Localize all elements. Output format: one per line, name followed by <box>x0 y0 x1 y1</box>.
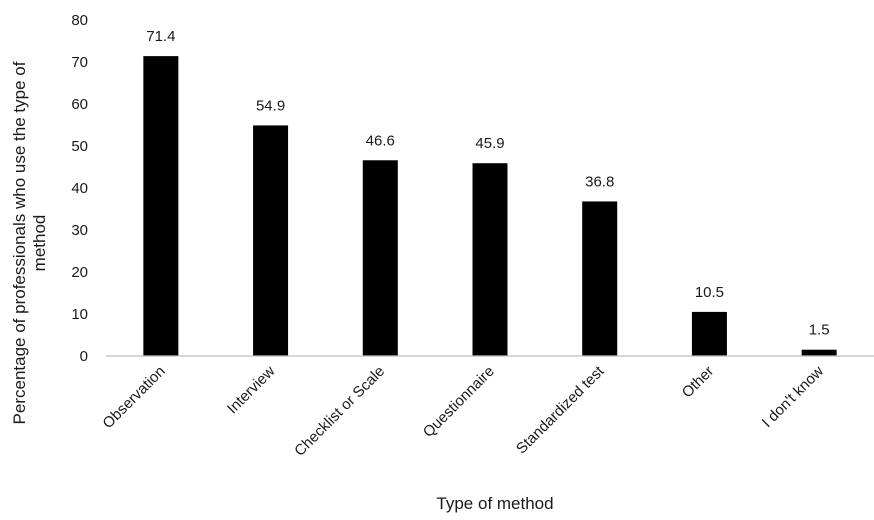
y-tick-label: 30 <box>71 222 88 239</box>
x-axis-category-labels: Observation Interview Checklist or Scale Qu… <box>99 362 827 459</box>
y-tick-label: 40 <box>71 180 88 197</box>
y-tick-label: 60 <box>71 96 88 113</box>
y-tick-label: 70 <box>71 54 88 71</box>
y-tick-label: 50 <box>71 138 88 155</box>
data-label: 45.9 <box>475 135 504 152</box>
data-label: 36.8 <box>585 173 614 190</box>
data-label: 1.5 <box>809 322 830 339</box>
x-tick-label: Standardized test <box>513 362 608 457</box>
data-label: 46.6 <box>366 132 395 149</box>
data-label: 10.5 <box>695 284 724 301</box>
data-label: 71.4 <box>146 28 175 45</box>
y-axis-ticks: 0 10 20 30 40 50 60 70 80 <box>71 12 88 365</box>
bar <box>472 163 508 356</box>
y-tick-label: 0 <box>80 348 88 365</box>
y-axis-title-line-1: Percentage of professionals who use the … <box>10 61 29 424</box>
bar <box>801 349 837 356</box>
x-tick-label: Interview <box>224 363 279 418</box>
bar <box>582 201 618 356</box>
bar <box>143 56 179 357</box>
x-tick-label: Other <box>679 363 718 402</box>
y-tick-label: 10 <box>71 306 88 323</box>
y-tick-label: 20 <box>71 264 88 281</box>
data-label: 54.9 <box>256 97 285 114</box>
y-tick-label: 80 <box>71 12 88 29</box>
y-axis-title-line-2: method <box>30 215 49 272</box>
bar <box>362 160 398 356</box>
bars <box>143 56 837 357</box>
x-tick-label: Checklist or Scale <box>291 363 388 460</box>
x-tick-label: Observation <box>99 363 168 432</box>
data-labels: 71.4 54.9 46.6 45.9 36.8 10.5 1.5 <box>146 28 829 339</box>
y-axis-title: Percentage of professionals who use the … <box>10 61 49 424</box>
x-tick-label: I don't know <box>759 363 827 431</box>
bar <box>253 125 289 356</box>
x-axis-title: Type of method <box>436 494 553 513</box>
bar <box>691 311 727 356</box>
x-tick-label: Questionnaire <box>420 363 498 441</box>
